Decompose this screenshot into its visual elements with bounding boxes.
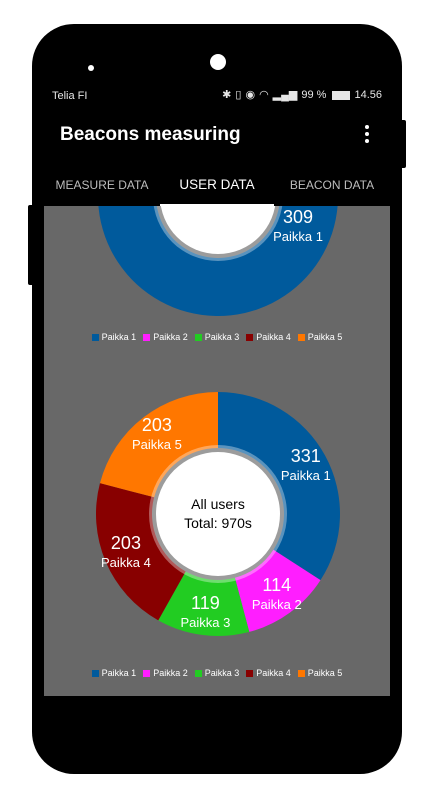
chart-legend: Paikka 1 Paikka 2 Paikka 3 Paikka 4 Paikka 5 [44, 668, 390, 678]
bluetooth-icon: ✱ [222, 89, 232, 101]
slice-value-label: 114 [262, 575, 291, 595]
carrier-label: Telia FI [52, 90, 88, 102]
wifi-icon: ◠ [259, 89, 269, 101]
slice-name-label: Paikka 2 [252, 597, 302, 612]
volume-button [28, 205, 34, 285]
slice-value-label: 203 [111, 533, 141, 553]
screen: Telia FI ✱ ▯ ◉ ◠ ▂▄▆ 99 % 14.56 Beacons … [44, 84, 390, 696]
signal-icon: ▂▄▆ [272, 89, 298, 101]
slice-name-label: Paikka 1 [281, 468, 331, 483]
tab-user-data[interactable]: USER DATA [179, 177, 255, 192]
app-bar: Beacons measuring [44, 108, 390, 164]
legend-label: Paikka 5 [307, 332, 343, 342]
legend-item: Paikka 1 [91, 668, 137, 678]
legend-swatch [246, 333, 254, 341]
status-bar: Telia FI ✱ ▯ ◉ ◠ ▂▄▆ 99 % 14.56 [44, 84, 390, 108]
pie-center [160, 206, 276, 254]
legend-label: Paikka 4 [256, 668, 291, 678]
power-button [400, 120, 406, 168]
chart-center-title: All users [191, 496, 245, 512]
chart-center-subtitle: Total: 970s [184, 515, 252, 531]
legend-swatch [91, 669, 99, 677]
front-camera [210, 54, 226, 70]
legend-label: Paikka 1 [101, 668, 137, 678]
legend-item: Paikka 1 [91, 332, 137, 342]
pie-slice-paikka-1[interactable] [98, 206, 338, 316]
legend-label: Paikka 4 [256, 332, 291, 342]
legend-swatch [143, 333, 151, 341]
legend-item: Paikka 5 [297, 332, 343, 342]
slice-name-label: Paikka 3 [180, 615, 230, 630]
battery-icon [332, 90, 351, 100]
legend-label: Paikka 3 [204, 332, 240, 342]
tab-beacon-data[interactable]: BEACON DATA [289, 178, 375, 192]
app-title: Beacons measuring [60, 124, 241, 145]
slice-value-label: 331 [291, 446, 321, 466]
legend-swatch [194, 669, 202, 677]
overflow-menu-icon[interactable] [362, 124, 372, 146]
clock: 14.56 [354, 89, 382, 101]
tab-measure-data[interactable]: MEASURE DATA [55, 178, 149, 192]
legend-item: Paikka 5 [297, 668, 343, 678]
pie-slice-paikka-1[interactable] [218, 392, 340, 581]
legend-label: Paikka 2 [153, 668, 188, 678]
legend-swatch [143, 669, 151, 677]
slice-name-label: Paikka 4 [101, 555, 151, 570]
legend-label: Paikka 2 [153, 332, 188, 342]
legend-label: Paikka 3 [204, 668, 240, 678]
legend-item: Paikka 3 [194, 332, 240, 342]
chart-legend: Paikka 1 Paikka 2 Paikka 3 Paikka 4 Paikka 5 [44, 332, 390, 342]
legend-item: Paikka 4 [246, 332, 291, 342]
slice-value-label: 203 [142, 415, 172, 435]
tab-indicator [160, 204, 274, 206]
legend-swatch [297, 669, 305, 677]
vibrate-icon: ▯ [235, 89, 242, 101]
pie-center [156, 452, 280, 576]
legend-item: Paikka 2 [143, 332, 188, 342]
battery-fill [333, 91, 350, 99]
slice-value-label: 309 [283, 207, 313, 227]
slice-name-label: Paikka 5 [132, 437, 182, 452]
slice-value-label: 119 [191, 593, 220, 613]
all-users-pie-chart: 331 Paikka 1 114 Paikka 2 119 Paikka 3 203 Paik… [95, 392, 340, 636]
status-icons: ✱ ▯ ◉ ◠ ▂▄▆ 99 % 14.56 [222, 89, 382, 101]
pie-slice-paikka-4[interactable] [95, 483, 186, 621]
eye-icon: ◉ [245, 89, 256, 101]
proximity-sensor [88, 65, 94, 71]
legend-item: Paikka 4 [246, 668, 291, 678]
pie-slice-paikka-3[interactable] [158, 571, 250, 636]
pie-slice-paikka-5[interactable] [99, 392, 218, 498]
legend-swatch [194, 333, 202, 341]
legend-item: Paikka 2 [143, 668, 188, 678]
legend-swatch [246, 669, 254, 677]
legend-item: Paikka 3 [194, 668, 240, 678]
tab-bar: MEASURE DATA USER DATA BEACON DATA [44, 164, 390, 206]
slice-name-label: Paikka 1 [273, 229, 323, 244]
battery-percent: 99 % [301, 89, 327, 101]
legend-swatch [91, 333, 99, 341]
pie-slice-paikka-2[interactable] [234, 549, 321, 632]
legend-label: Paikka 5 [307, 668, 343, 678]
legend-swatch [297, 333, 305, 341]
legend-label: Paikka 1 [101, 332, 137, 342]
